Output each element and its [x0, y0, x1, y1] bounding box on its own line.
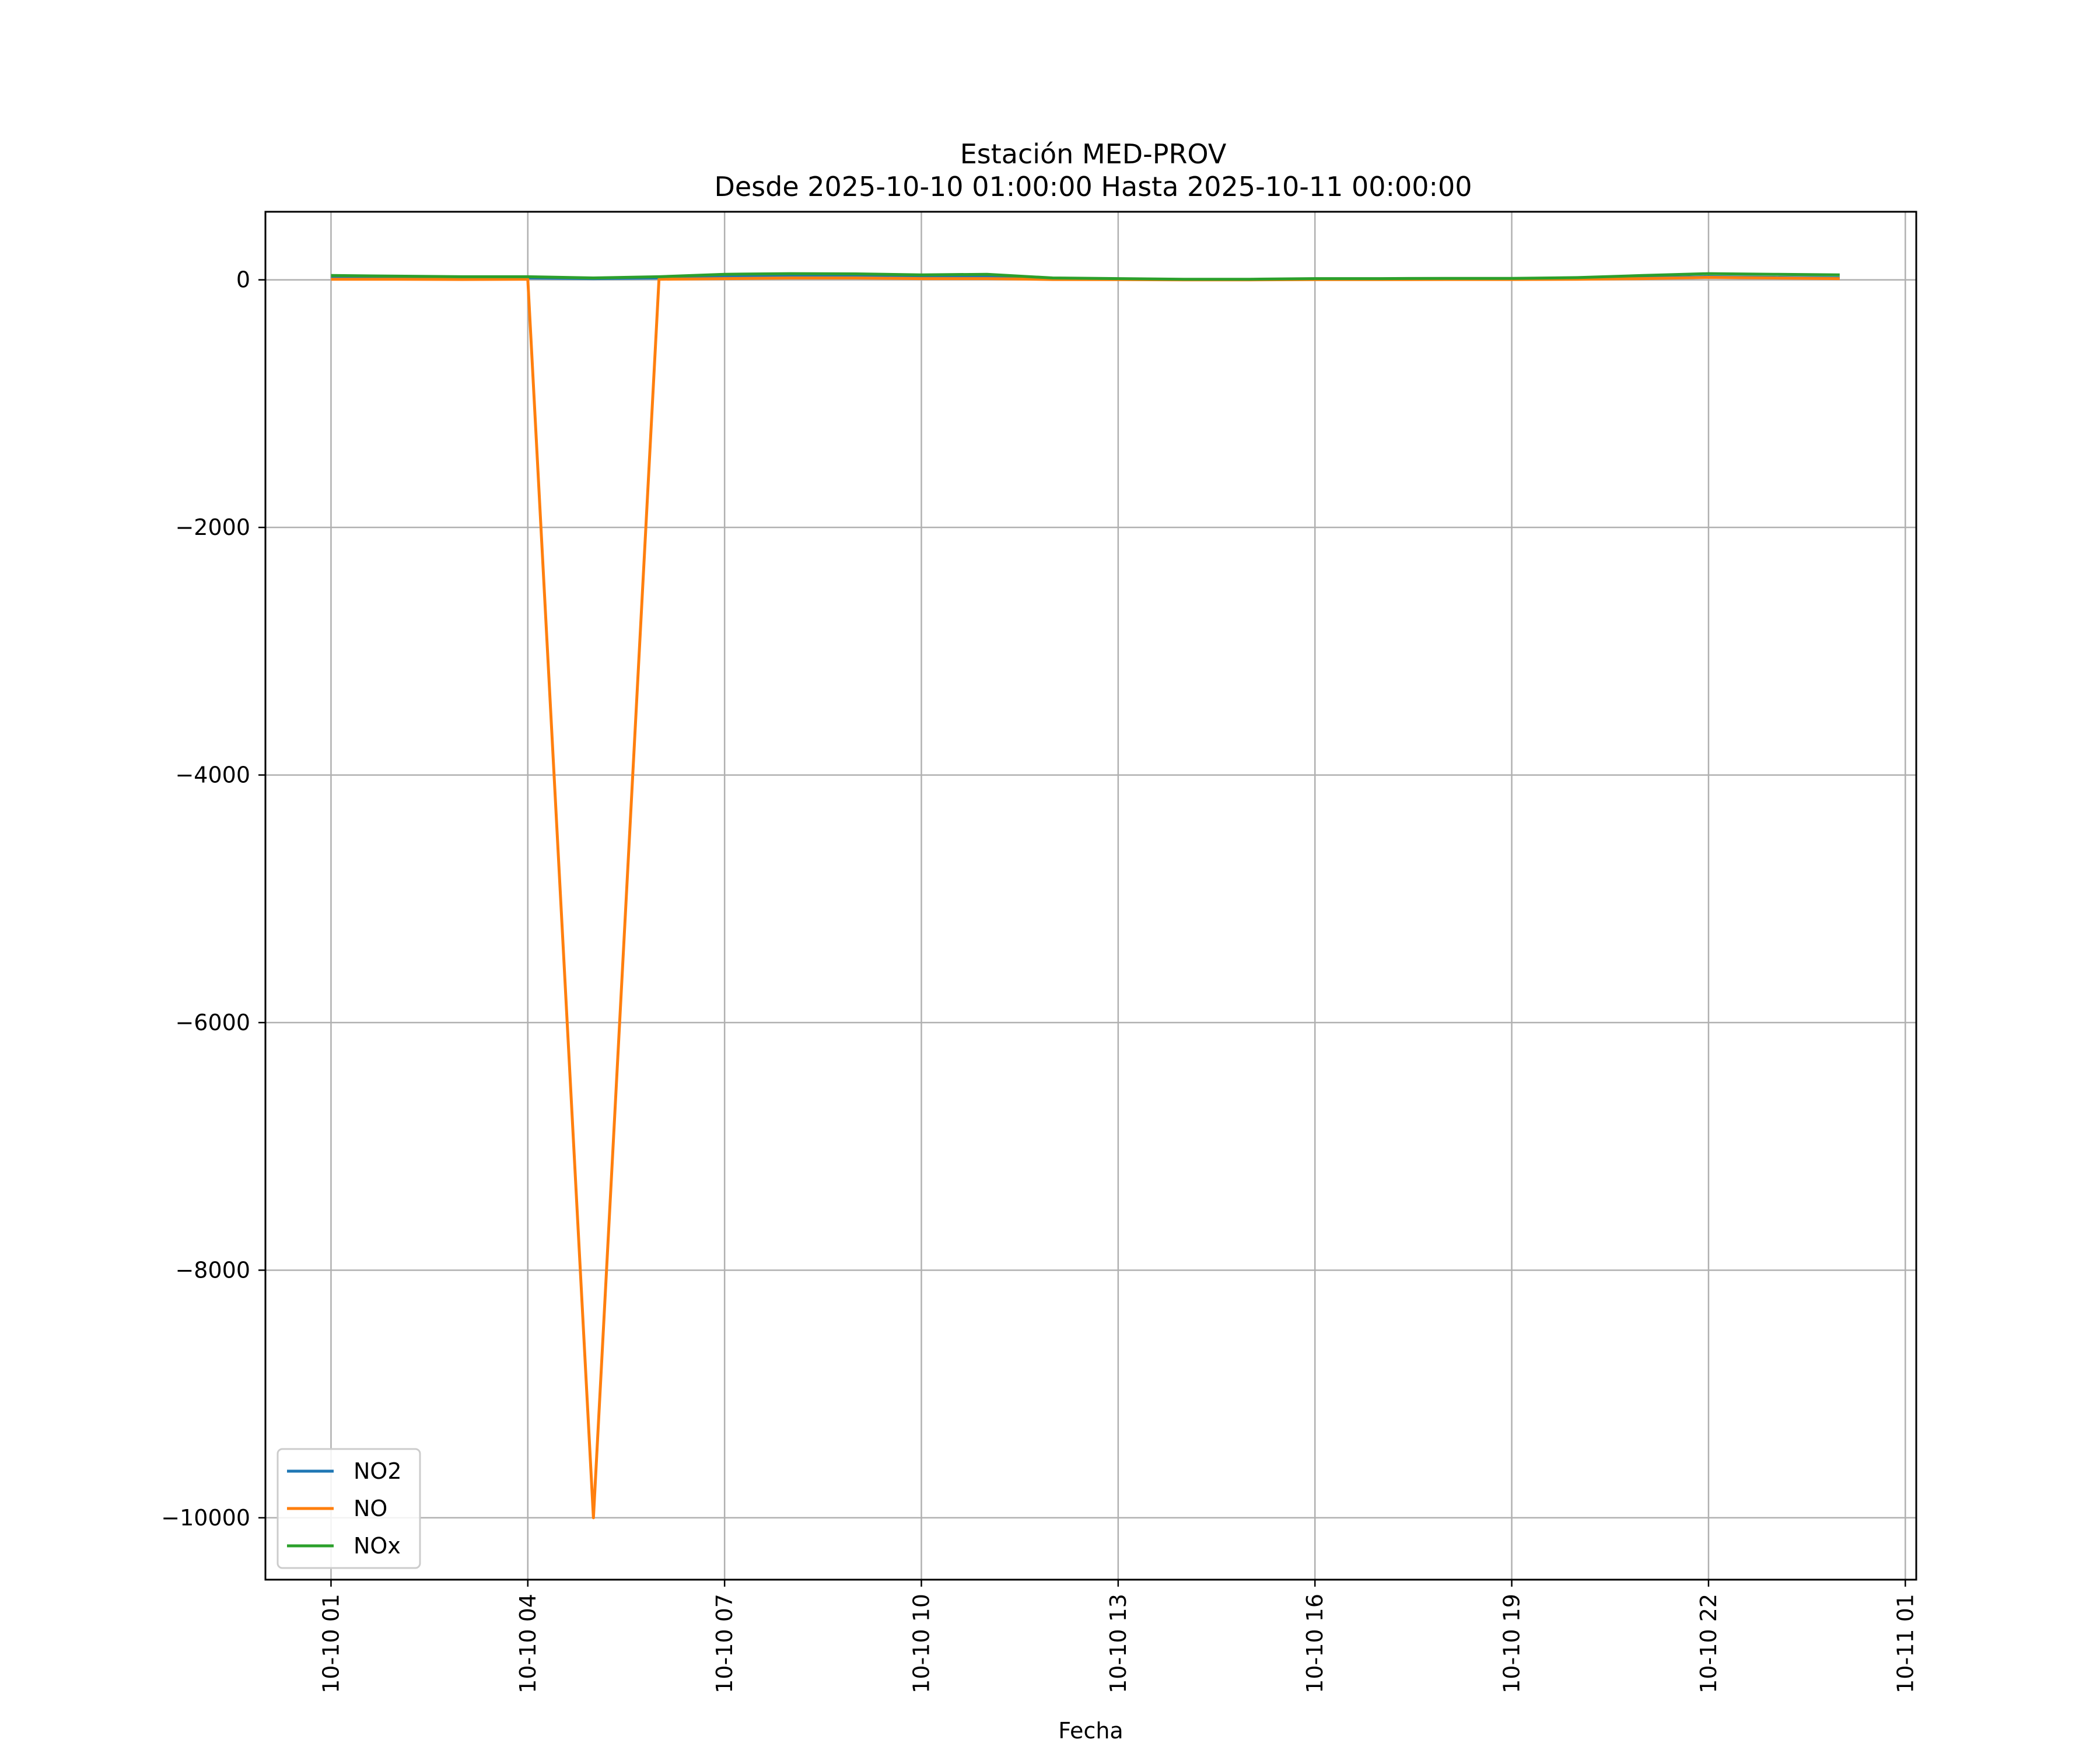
chart-title: Estación MED-PROV: [960, 138, 1227, 170]
legend-label-no2: NO2: [354, 1458, 402, 1484]
series-line-nox: [331, 272, 1840, 281]
x-tick-label: 10-10 01: [318, 1594, 344, 1693]
x-tick-label: 10-10 04: [515, 1594, 541, 1693]
y-tick-label: −4000: [175, 762, 250, 788]
legend-label-no: NO: [354, 1496, 387, 1521]
x-tick-label: 10-10 07: [712, 1594, 737, 1693]
legend-label-nox: NOx: [354, 1533, 401, 1559]
x-tick-label: 10-10 10: [909, 1594, 935, 1693]
x-tick-label: 10-10 22: [1696, 1594, 1721, 1693]
plot-frame: [264, 211, 1917, 1581]
x-axis-label: Fecha: [1058, 1718, 1123, 1744]
y-tick-label: −6000: [175, 1010, 250, 1035]
y-tick-label: −2000: [175, 514, 250, 540]
legend: NO2 NO NOx: [276, 1448, 421, 1569]
series-layer: [331, 272, 1840, 1520]
x-tick-label: 10-10 13: [1105, 1594, 1131, 1693]
x-tick-label: 10-10 16: [1302, 1594, 1328, 1693]
x-tick-label: 10-11 01: [1892, 1594, 1918, 1693]
y-tick-label: −8000: [175, 1257, 250, 1283]
x-tick-label: 10-10 19: [1499, 1594, 1525, 1693]
y-tick-label: 0: [236, 267, 250, 293]
y-tick-label: −10000: [161, 1505, 250, 1531]
y-axis: 0 −2000 −4000 −6000 −8000 −10000: [161, 267, 265, 1531]
chart-subtitle: Desde 2025-10-10 01:00:00 Hasta 2025-10-…: [714, 171, 1472, 202]
legend-box: [276, 1448, 421, 1569]
x-axis: 10-10 01 10-10 04 10-10 07 10-10 10 10-10 13…: [318, 1580, 1918, 1693]
